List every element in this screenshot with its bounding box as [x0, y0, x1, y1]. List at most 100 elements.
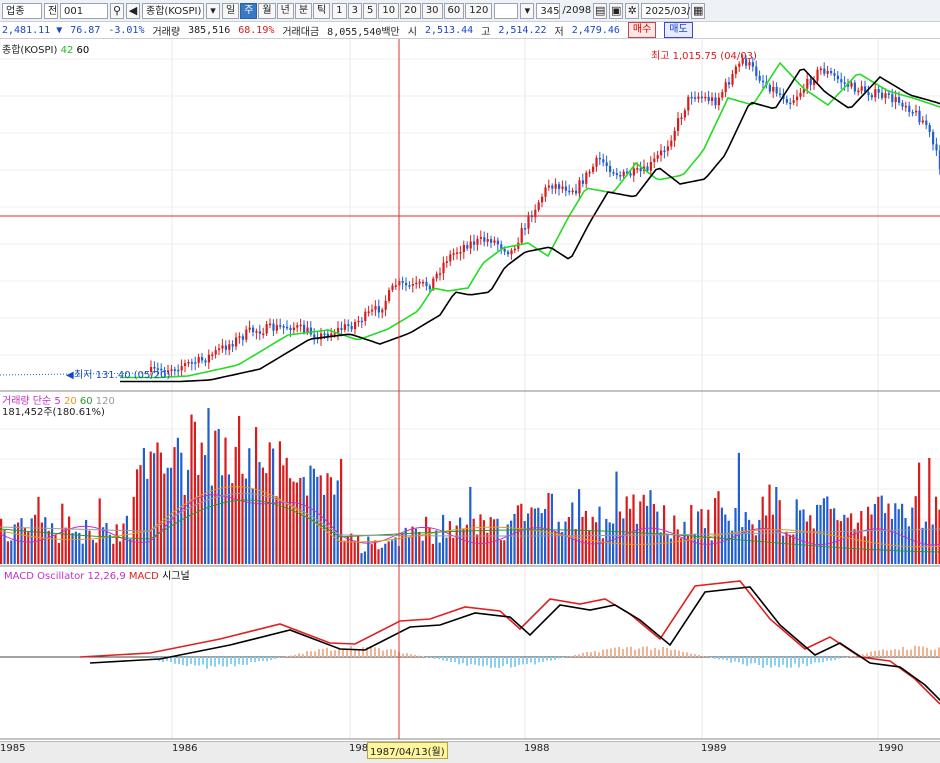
macd-oscillator-bar — [382, 650, 384, 657]
volume-bar — [676, 529, 679, 564]
interval-button[interactable]: 30 — [421, 2, 443, 19]
macd-oscillator-bar — [226, 657, 228, 667]
macd-oscillator-bar — [330, 650, 332, 657]
interval-dropdown-icon[interactable]: ▾ — [520, 2, 535, 19]
candle — [235, 337, 238, 347]
candle — [663, 150, 666, 153]
macd-oscillator-bar — [926, 647, 928, 657]
save-icon[interactable]: ▣ — [609, 2, 624, 19]
candle — [707, 96, 710, 101]
macd-oscillator-bar — [258, 657, 260, 662]
date-input[interactable]: 2025/03/31 — [641, 2, 703, 19]
price-panel[interactable] — [0, 54, 940, 383]
period-tick-button[interactable]: 틱 — [313, 2, 331, 19]
candle — [218, 348, 221, 351]
gear-icon[interactable]: ✲ — [625, 2, 640, 19]
period-day-button[interactable]: 일 — [222, 2, 240, 19]
sell-button[interactable]: 매도 — [664, 22, 693, 38]
name-dropdown-icon[interactable]: ▾ — [206, 2, 220, 19]
candle — [544, 187, 547, 197]
macd-oscillator-bar — [622, 648, 624, 657]
interval-button[interactable]: 3 — [347, 2, 362, 19]
bar-count-input[interactable]: 345 — [536, 2, 561, 19]
volume-bar — [3, 530, 6, 564]
macd-oscillator-bar — [470, 657, 472, 665]
custom-interval-input[interactable] — [494, 2, 519, 19]
calendar-icon[interactable]: ▦ — [691, 2, 706, 19]
volume-bar — [799, 510, 802, 564]
volume-panel[interactable] — [0, 408, 940, 564]
candle — [809, 78, 812, 85]
speaker-icon[interactable]: ◀ — [126, 2, 140, 19]
macd-oscillator-bar — [910, 649, 912, 657]
volume-bar — [275, 496, 278, 564]
macd-oscillator-bar — [654, 647, 656, 657]
candle — [326, 333, 329, 338]
code-kind-select[interactable]: 전 — [44, 2, 58, 19]
candle — [269, 323, 272, 326]
candle — [887, 93, 890, 95]
buy-button[interactable]: 매수 — [627, 22, 657, 38]
time-axis-label: 1990 — [878, 743, 904, 754]
period-month-button[interactable]: 월 — [258, 2, 276, 19]
volume-bar — [180, 452, 183, 564]
interval-button[interactable]: 5 — [362, 2, 378, 19]
candle — [167, 370, 170, 373]
interval-button[interactable]: 120 — [465, 2, 493, 19]
macd-oscillator-bar — [674, 649, 676, 657]
macd-oscillator-bar — [406, 653, 408, 657]
bookmark-icon[interactable]: ▤ — [593, 2, 608, 19]
interval-button[interactable]: 60 — [443, 2, 465, 19]
volume-bar — [81, 543, 84, 564]
volume-bar — [826, 496, 829, 564]
stock-name-field[interactable]: 종합(KOSPI) — [142, 2, 204, 19]
interval-button[interactable]: 1 — [332, 2, 347, 19]
macd-oscillator-bar — [658, 649, 660, 657]
search-icon[interactable]: ⚲ — [110, 2, 124, 19]
macd-oscillator-bar — [822, 657, 824, 663]
macd-oscillator-bar — [486, 657, 488, 666]
chart-canvas[interactable]: 최고 1,015.75 (04/03) 최저 131.40 (05/20) ◀ — [0, 39, 940, 741]
max-price-label: 최고 1,015.75 (04/03) — [651, 50, 757, 62]
market-select[interactable]: 업종 — [2, 2, 42, 19]
volume-bar — [13, 524, 16, 564]
macd-panel[interactable] — [79, 580, 940, 710]
volume-bar — [176, 437, 179, 564]
code-input[interactable]: 001 — [60, 2, 108, 19]
macd-oscillator-bar — [514, 657, 516, 667]
volume-bar — [720, 507, 723, 564]
volume-bar — [550, 493, 553, 564]
volume-bar — [401, 533, 404, 564]
candle — [422, 281, 425, 284]
candle — [898, 97, 901, 103]
volume-bar — [231, 483, 234, 564]
volume-bar — [370, 544, 373, 564]
macd-oscillator-bar — [750, 657, 752, 664]
interval-button[interactable]: 20 — [400, 2, 421, 19]
time-axis[interactable]: 1985 1986 1987 1988 1989 1990 1987/04/13… — [0, 741, 940, 763]
time-axis-label: 1987 — [349, 743, 375, 754]
period-week-button[interactable]: 주 — [240, 2, 258, 19]
macd-oscillator-bar — [222, 657, 224, 667]
macd-oscillator-bar — [714, 657, 716, 659]
period-year-button[interactable]: 년 — [276, 2, 294, 19]
volume-bar — [68, 516, 71, 564]
candle — [493, 240, 496, 243]
candle — [279, 325, 282, 327]
volume-bar — [98, 498, 101, 564]
period-minute-button[interactable]: 분 — [294, 2, 313, 19]
macd-oscillator-bar — [394, 649, 396, 657]
candle — [486, 239, 489, 242]
macd-oscillator-bar — [894, 649, 896, 657]
volume-bar — [935, 496, 938, 564]
candle — [564, 186, 567, 191]
interval-button[interactable]: 10 — [378, 2, 400, 19]
volume-bar — [601, 538, 604, 564]
volume-bar — [142, 447, 145, 564]
volume-bar — [782, 535, 785, 564]
macd-oscillator-bar — [690, 653, 692, 657]
low-label: 저 — [554, 26, 564, 38]
macd-oscillator-bar — [698, 654, 700, 657]
macd-oscillator-bar — [318, 649, 320, 657]
macd-oscillator-bar — [790, 657, 792, 668]
